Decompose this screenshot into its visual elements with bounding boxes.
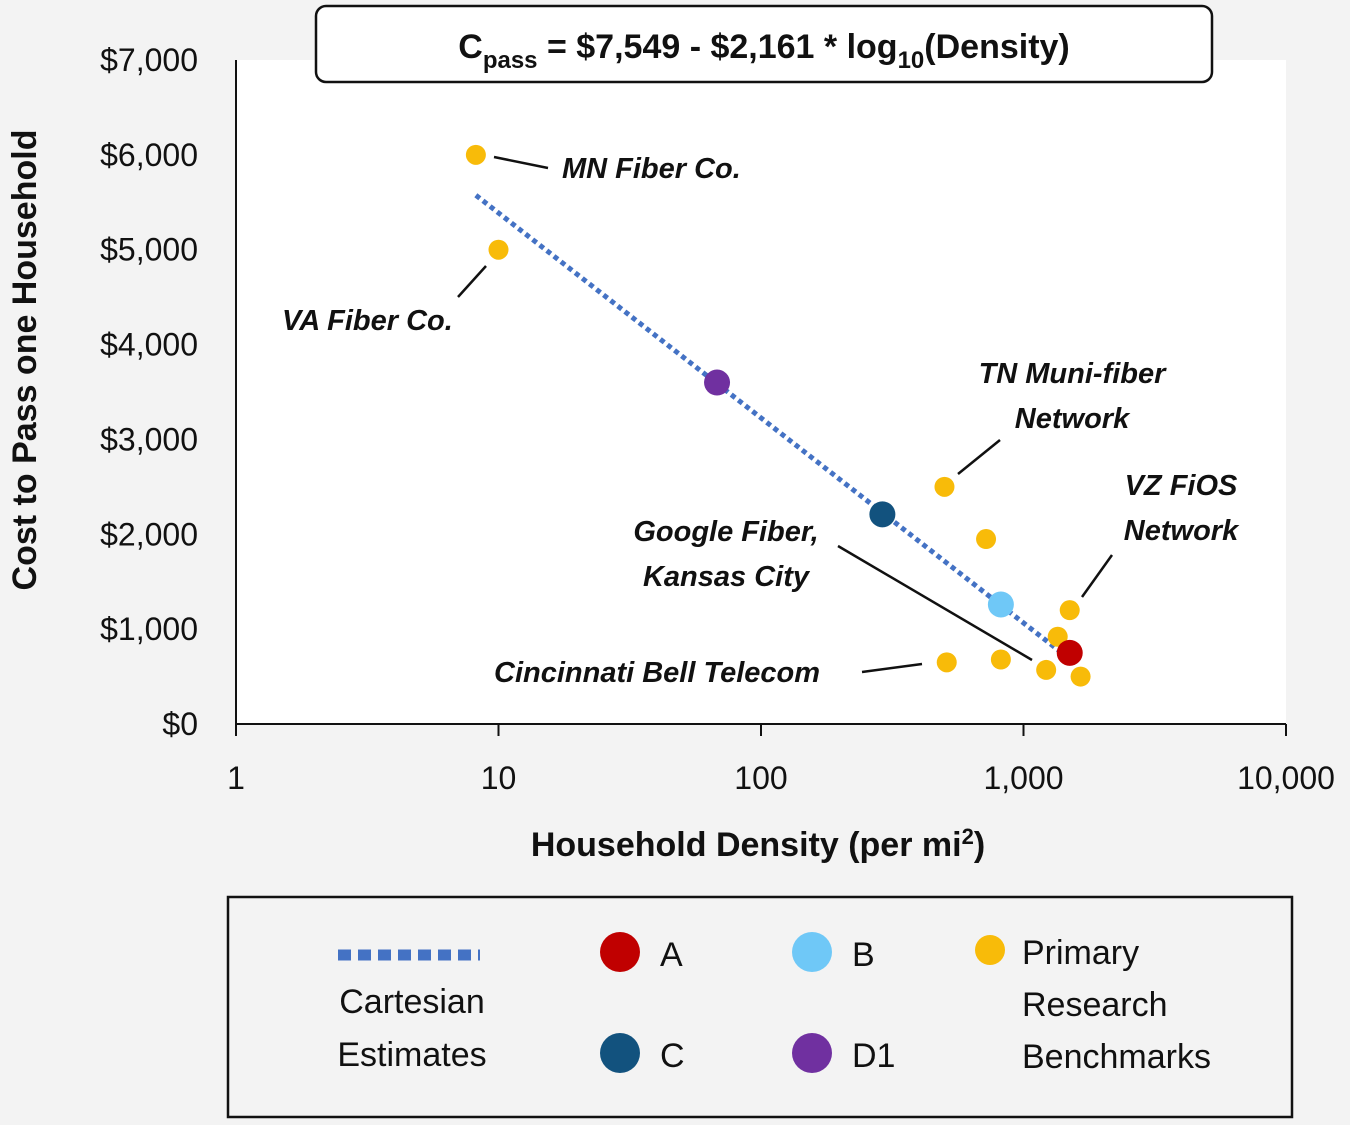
- point-primary-research-benchmarks: [934, 476, 955, 497]
- leader-cincinnati-bell: [861, 662, 923, 674]
- point-a: [1056, 639, 1083, 666]
- point-primary-research-benchmarks: [1059, 600, 1080, 621]
- legend-label-cartesian-line2: Estimates: [337, 1036, 486, 1074]
- annotation-tn-muni-line1: TN Muni-fiber: [979, 358, 1168, 390]
- y-tick-label: $6,000: [100, 137, 198, 173]
- annotation-leaders: [457, 155, 1114, 674]
- x-axis-title-main: Household Density (per mi: [531, 826, 962, 864]
- legend-label-b: B: [852, 936, 875, 974]
- annotation-google-fiber-line2: Kansas City: [643, 561, 811, 593]
- point-b: [987, 591, 1014, 618]
- equation-rhs-sub: 10: [898, 47, 925, 74]
- point-primary-research-benchmarks: [488, 239, 509, 260]
- trend-line-cartesian-estimates: [474, 193, 1068, 658]
- legend-label-cartesian-line1: Cartesian: [339, 983, 485, 1021]
- leader-mn-fiber: [493, 155, 549, 170]
- annotation-mn-fiber: MN Fiber Co.: [562, 153, 741, 185]
- legend-swatch-b: [792, 932, 832, 972]
- x-axis-title: Household Density (per mi2): [531, 824, 985, 864]
- point-primary-research-benchmarks: [1047, 626, 1068, 647]
- point-primary-research-benchmarks: [1036, 659, 1057, 680]
- annotation-vz-fios-line2: Network: [1124, 515, 1240, 547]
- data-points: [465, 144, 1091, 687]
- equation-rhs-a: = $7,549 - $2,161 * log: [538, 28, 898, 66]
- point-c: [869, 501, 896, 528]
- x-axis-title-end: ): [974, 826, 985, 864]
- leader-vz-fios: [1080, 554, 1114, 598]
- point-primary-research-benchmarks: [936, 652, 957, 673]
- point-primary-research-benchmarks: [990, 649, 1011, 670]
- annotation-google-fiber-line1: Google Fiber,: [633, 516, 818, 548]
- equation-rhs-b: (Density): [924, 28, 1069, 66]
- point-primary-research-benchmarks: [976, 529, 997, 550]
- leader-tn-muni: [957, 439, 1001, 475]
- legend-label-d1: D1: [852, 1037, 895, 1075]
- equation-text: Cpass = $7,549 - $2,161 * log10(Density): [458, 28, 1070, 74]
- leader-google-fiber: [837, 544, 1033, 662]
- legend-label-primary-line2: Research: [1022, 986, 1168, 1024]
- legend-label-primary-line1: Primary: [1022, 934, 1139, 972]
- annotation-va-fiber: VA Fiber Co.: [282, 305, 453, 337]
- y-tick-label: $5,000: [100, 232, 198, 268]
- x-axis-title-sup: 2: [962, 824, 974, 849]
- annotation-cincinnati-bell: Cincinnati Bell Telecom: [494, 657, 820, 689]
- y-tick-label: $7,000: [100, 42, 198, 78]
- y-tick-label: $2,000: [100, 516, 198, 552]
- equation-lhs-sub: pass: [483, 47, 538, 74]
- y-tick-label: $0: [162, 706, 198, 742]
- point-d1: [704, 369, 731, 396]
- legend: [226, 895, 1294, 1119]
- legend-swatch-d1: [792, 1033, 832, 1073]
- y-tick-label: $3,000: [100, 421, 198, 457]
- legend-swatch-primary: [975, 935, 1005, 965]
- legend-label-c: C: [660, 1037, 685, 1075]
- legend-swatch-a: [600, 932, 640, 972]
- point-primary-research-benchmarks: [465, 144, 486, 165]
- y-tick-label: $1,000: [100, 611, 198, 647]
- x-tick-label: 100: [734, 760, 787, 796]
- legend-label-primary-line3: Benchmarks: [1022, 1038, 1211, 1076]
- x-tick-label: 10: [481, 760, 517, 796]
- x-tick-label: 1,000: [983, 760, 1063, 796]
- equation-lhs: C: [458, 28, 483, 66]
- annotation-vz-fios-line1: VZ FiOS: [1125, 470, 1238, 502]
- legend-swatch-c: [600, 1033, 640, 1073]
- y-axis-title: Cost to Pass one Household: [6, 130, 44, 591]
- annotation-tn-muni-line2: Network: [1015, 403, 1131, 435]
- y-ticks: $0 $1,000 $2,000 $3,000 $4,000 $5,000 $6,000 $7…: [100, 42, 198, 742]
- x-tick-label: 1: [227, 760, 245, 796]
- plot-area: [236, 60, 1286, 724]
- legend-label-a: A: [660, 936, 683, 974]
- leader-va-fiber: [457, 265, 487, 298]
- equation-box: [314, 4, 1214, 84]
- y-tick-label: $4,000: [100, 327, 198, 363]
- point-primary-research-benchmarks: [1070, 666, 1091, 687]
- x-tick-label: 10,000: [1237, 760, 1335, 796]
- x-ticks: 1 10 100 1,000 10,000: [227, 724, 1335, 796]
